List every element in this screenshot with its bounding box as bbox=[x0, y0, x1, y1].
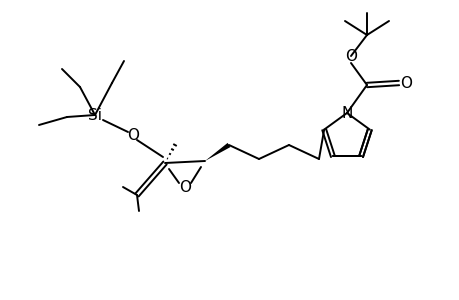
Polygon shape bbox=[205, 143, 230, 161]
Text: O: O bbox=[344, 49, 356, 64]
Text: N: N bbox=[341, 106, 352, 121]
Text: O: O bbox=[127, 128, 139, 142]
Text: Si: Si bbox=[88, 107, 102, 122]
Text: O: O bbox=[399, 76, 411, 91]
Text: O: O bbox=[179, 181, 190, 196]
